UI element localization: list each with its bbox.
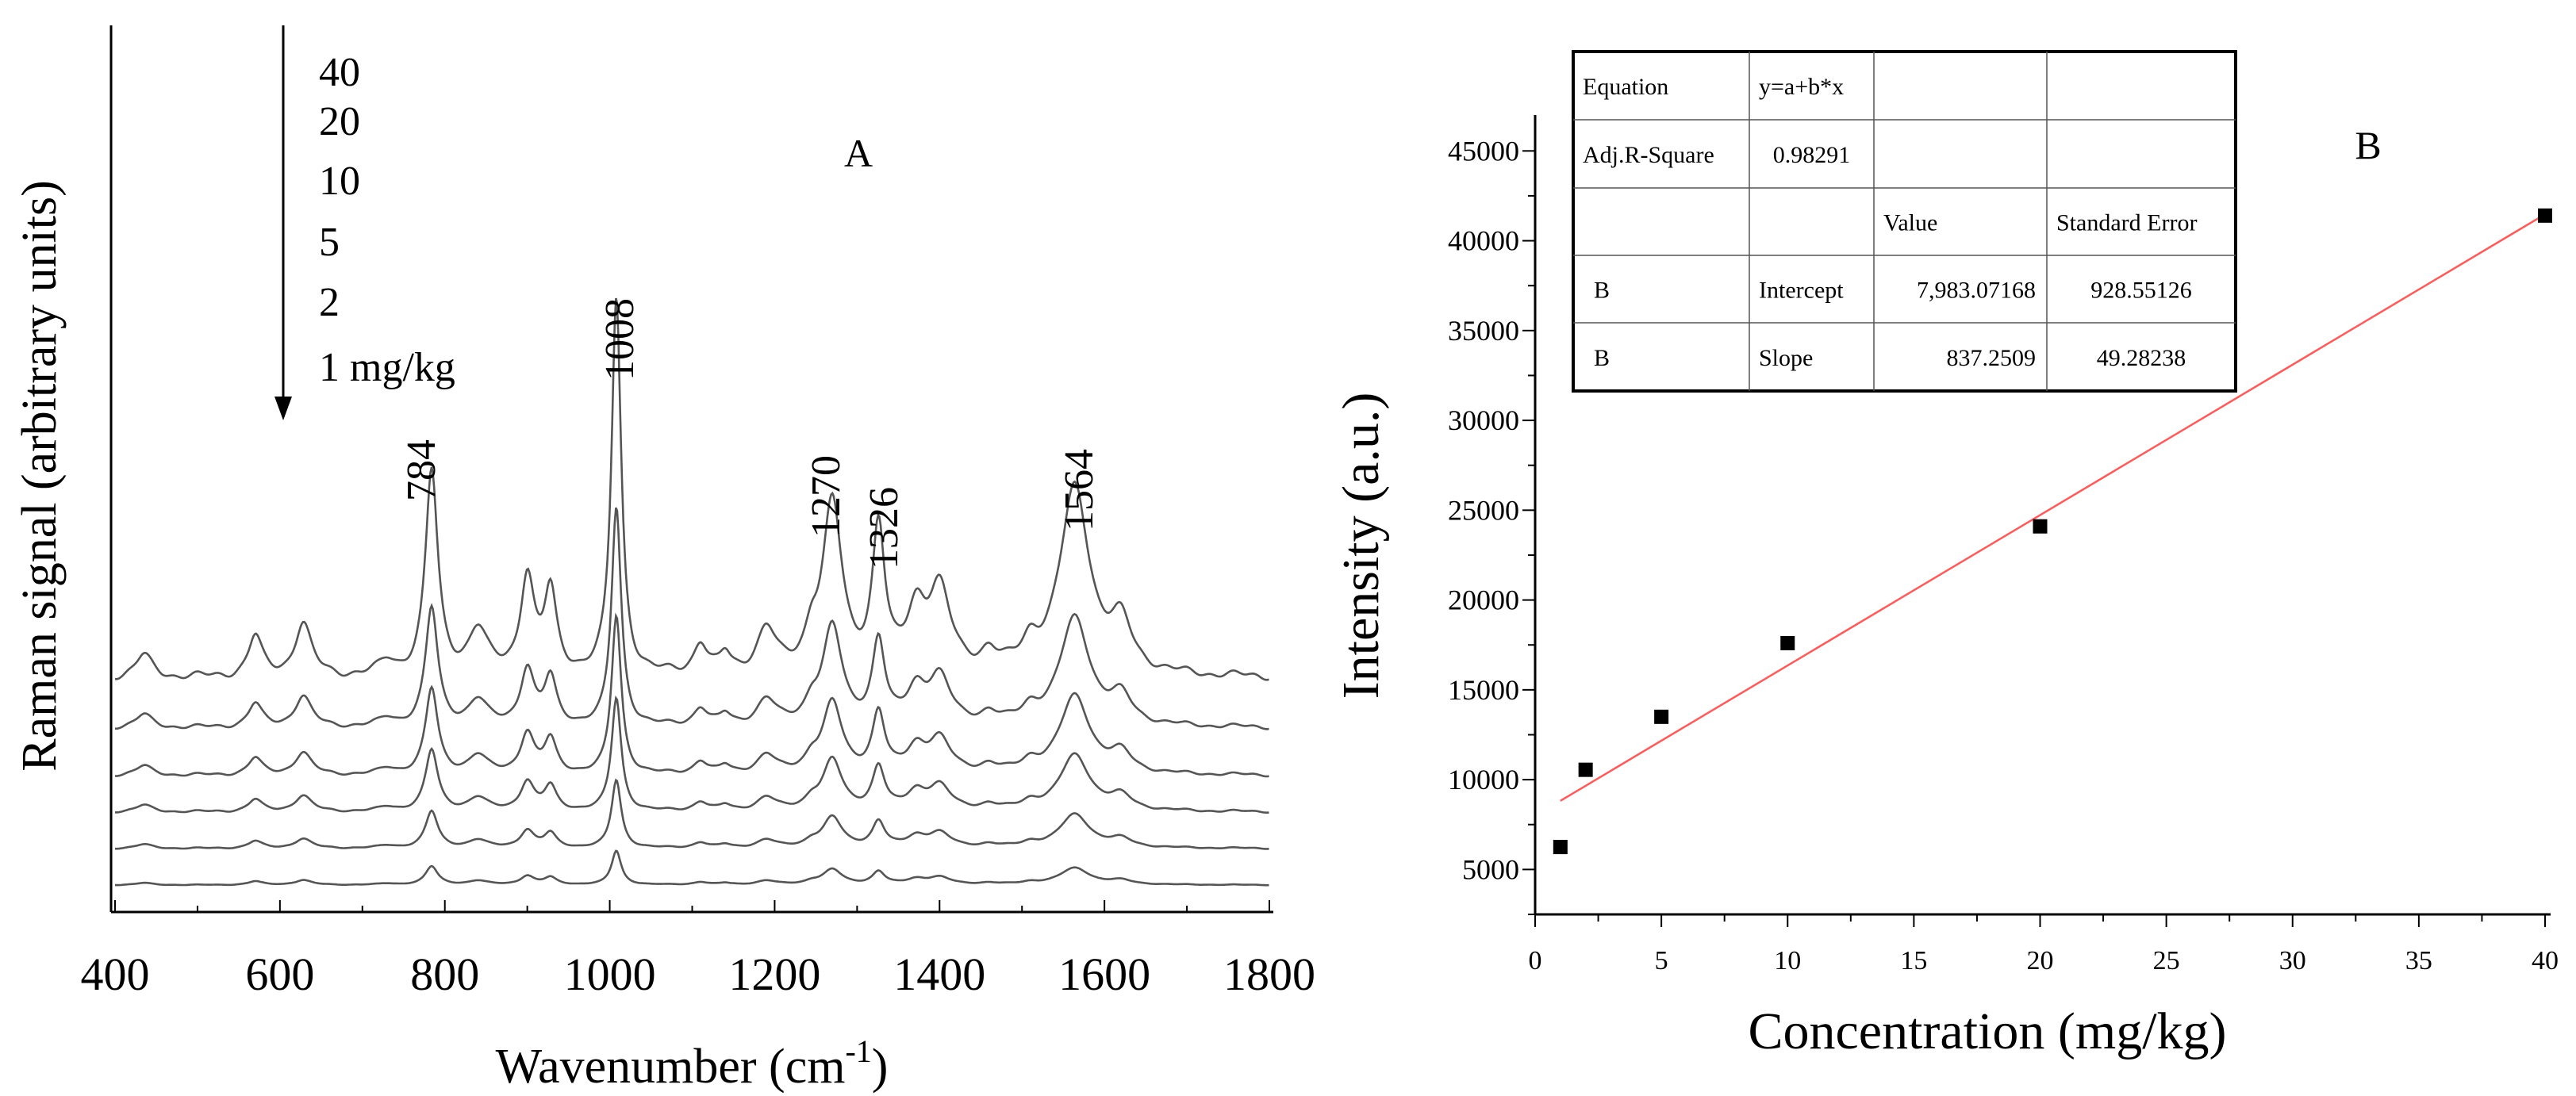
panel-b-y-tick-label: 15000 xyxy=(1448,674,1519,706)
panel-b-x-tick-label: 40 xyxy=(2532,946,2559,975)
panel-a-x-axis-label: Wavenumber (cm-1) xyxy=(496,1033,889,1094)
panel-b-y-axis-label: Intensity (a.u.) xyxy=(1332,393,1390,699)
panel-a-x-tick-label: 1000 xyxy=(564,948,656,1000)
legend-entry: 40 xyxy=(319,50,360,95)
legend-arrow-down-icon xyxy=(274,397,292,420)
spectrum-2 xyxy=(115,778,1269,850)
panel-b-y-tick-label: 5000 xyxy=(1462,853,1519,885)
legend-entry: 10 xyxy=(319,159,360,204)
peak-label: 784 xyxy=(399,439,444,501)
panel-a-x-ticks: 400 600 800 1000 1200 1400 1600 1800 xyxy=(81,900,1315,1000)
data-point xyxy=(1553,840,1568,855)
data-point xyxy=(1578,762,1593,777)
data-point xyxy=(2538,208,2552,223)
spectrum-1-mg-kg xyxy=(115,849,1269,887)
spectrum-20 xyxy=(114,507,1269,730)
table-cell: Standard Error xyxy=(2056,210,2197,236)
panel-a-x-tick-label: 1600 xyxy=(1058,948,1150,1000)
panel-b-y-tick-label: 10000 xyxy=(1448,764,1519,795)
panel-a-x-label-sup: -1 xyxy=(845,1033,871,1069)
panel-b-points xyxy=(1553,208,2552,855)
spectrum-10 xyxy=(114,612,1269,778)
panel-a-raman-spectra: 400 600 800 1000 1200 1400 1600 1800 Raman sign… xyxy=(13,25,1315,1094)
peak-label: 1270 xyxy=(804,455,849,538)
table-cell: 7,983.07168 xyxy=(1917,278,2036,304)
peak-label: 1564 xyxy=(1057,449,1102,531)
legend-entry: 5 xyxy=(319,220,340,265)
panel-b-x-tick-label: 35 xyxy=(2405,946,2432,975)
panel-a-peak-labels: 784 1008 1270 1326 1564 xyxy=(399,298,1102,569)
panel-b-y-tick-label: 30000 xyxy=(1448,404,1519,436)
panel-b-y-tick-label: 25000 xyxy=(1448,494,1519,526)
panel-b-y-tick-label: 35000 xyxy=(1448,315,1519,347)
peak-label: 1326 xyxy=(862,487,907,569)
table-cell: 837.2509 xyxy=(1947,345,2037,371)
table-border xyxy=(1572,50,2237,393)
panel-b-ticks: 0 5 10 15 20 25 30 35 40 5000 10000 15000 20000 25000… xyxy=(1448,135,2559,975)
panel-b-x-tick-label: 5 xyxy=(1655,946,1668,975)
panel-a-x-tick-label: 400 xyxy=(81,948,150,1000)
panel-b-x-tick-label: 20 xyxy=(2027,946,2054,975)
panel-b-y-tick-label: 20000 xyxy=(1448,584,1519,616)
panel-a-x-tick-label: 1200 xyxy=(728,948,820,1000)
table-cell: 928.55126 xyxy=(2090,278,2192,304)
panel-a-x-tick-label: 1400 xyxy=(893,948,985,1000)
panel-a-x-tick-label: 1800 xyxy=(1223,948,1315,1000)
panel-b-label: B xyxy=(2355,123,2381,167)
table-cell: 49.28238 xyxy=(2097,345,2186,371)
panel-b-x-tick-label: 30 xyxy=(2279,946,2306,975)
peak-label: 1008 xyxy=(597,298,643,381)
table-cell: B xyxy=(1594,278,1610,304)
spectrum-5 xyxy=(114,695,1269,814)
panel-a-x-label-end: ) xyxy=(872,1040,889,1094)
legend-entry: 1 mg/kg xyxy=(319,345,455,390)
fit-results-table: Equation y=a+b*x Adj.R-Square 0.98291 Value S… xyxy=(1572,50,2237,393)
legend-entry: 20 xyxy=(319,99,360,144)
data-point xyxy=(2033,519,2048,534)
table-cell: Value xyxy=(1883,210,1937,236)
panel-a-spectra xyxy=(114,297,1269,887)
panel-b-x-tick-label: 15 xyxy=(1900,946,1927,975)
table-cell: 0.98291 xyxy=(1773,142,1851,168)
table-cell: Adj.R-Square xyxy=(1583,142,1714,168)
table-cell: Intercept xyxy=(1759,278,1844,304)
table-cell: Slope xyxy=(1759,345,1813,371)
data-point xyxy=(1654,709,1669,724)
table-cell: Equation xyxy=(1583,74,1668,100)
panel-b-x-tick-label: 10 xyxy=(1774,946,1801,975)
spectrum-40 xyxy=(114,297,1269,681)
panel-b-calibration: 0 5 10 15 20 25 30 35 40 5000 10000 15000 20000 25000… xyxy=(1332,50,2559,1060)
panel-b-x-axis-label: Concentration (mg/kg) xyxy=(1748,1002,2226,1060)
panel-a-y-axis-label: Raman signal (arbitrary units) xyxy=(13,180,67,772)
panel-b-y-tick-label: 45000 xyxy=(1448,135,1519,167)
panel-b-x-tick-label: 0 xyxy=(1529,946,1542,975)
data-point xyxy=(1780,635,1795,650)
panel-b-x-tick-label: 25 xyxy=(2153,946,2180,975)
panel-a-label: A xyxy=(844,131,873,175)
panel-a-x-label-main: Wavenumber (cm xyxy=(496,1040,846,1094)
legend-entry: 2 xyxy=(319,280,340,325)
panel-b-y-tick-label: 40000 xyxy=(1448,225,1519,257)
table-cell: y=a+b*x xyxy=(1759,74,1844,100)
panel-a-x-tick-label: 600 xyxy=(245,948,314,1000)
panel-b-fit-line xyxy=(1560,213,2546,802)
table-cell: B xyxy=(1594,345,1610,371)
panel-a-x-tick-label: 800 xyxy=(410,948,479,1000)
